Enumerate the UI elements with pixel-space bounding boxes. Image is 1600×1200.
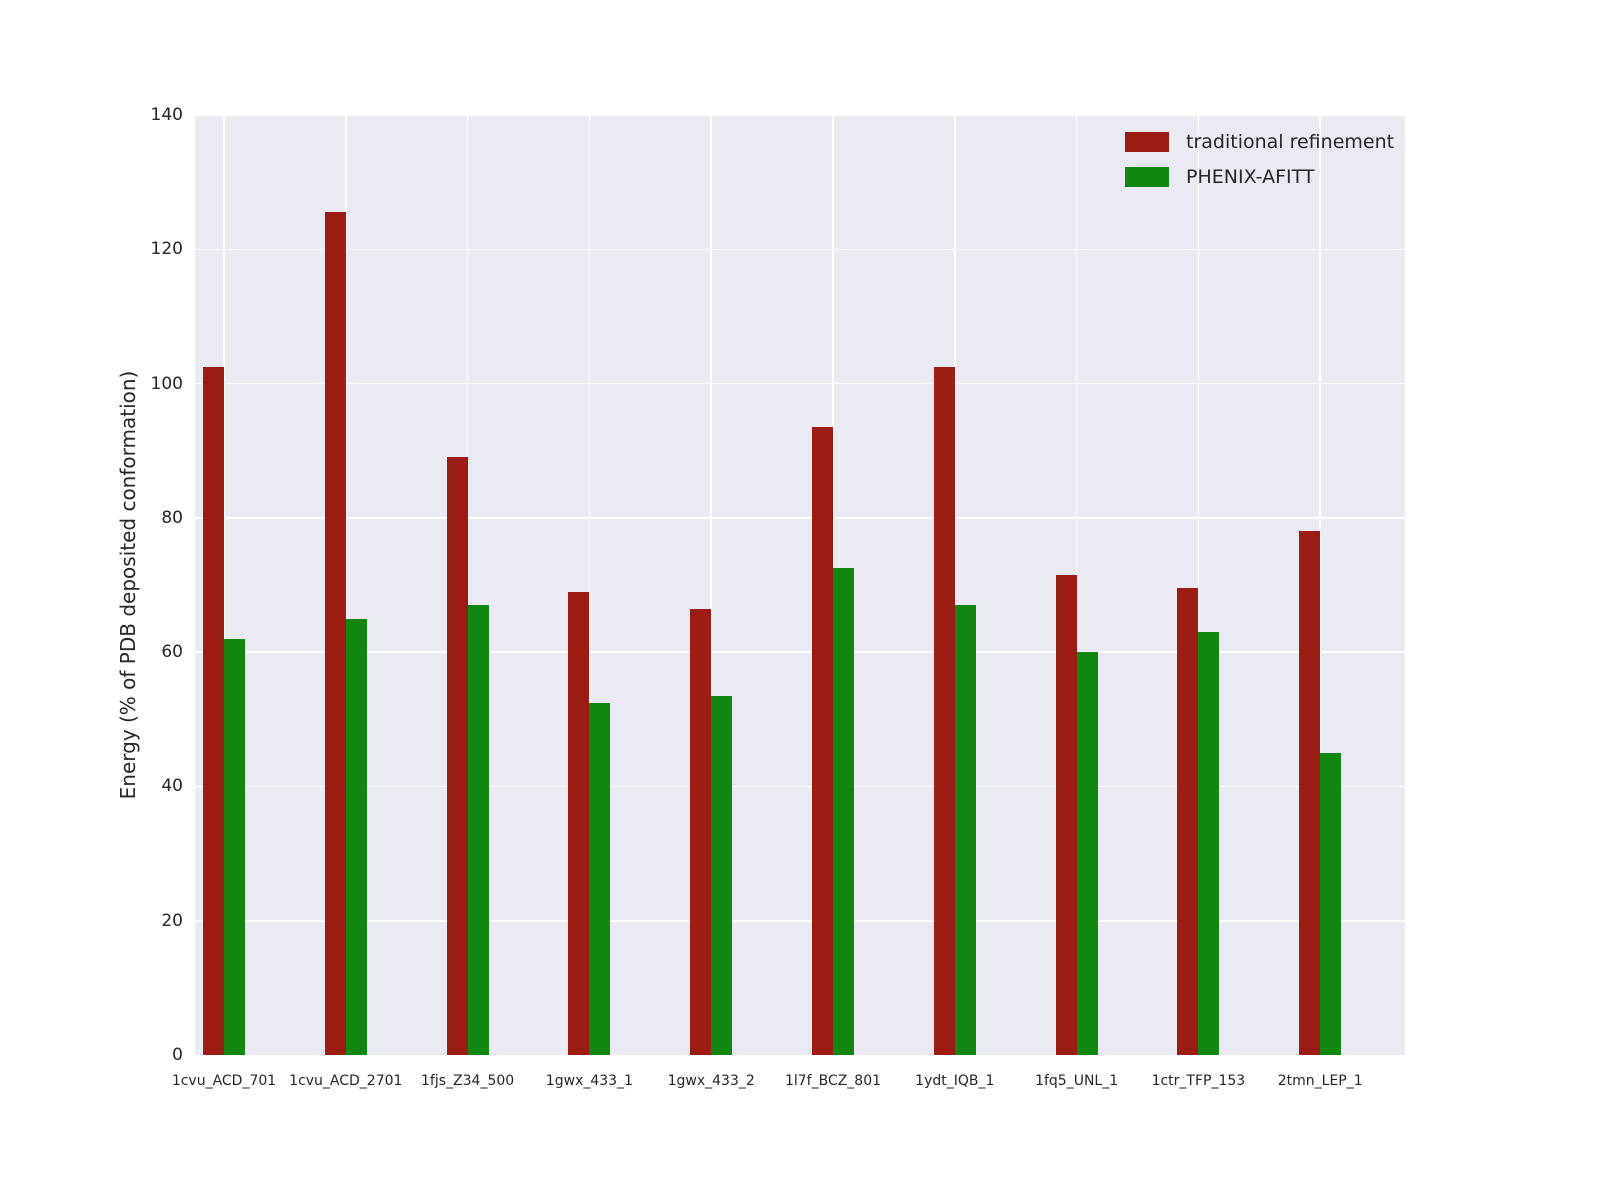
x-tick-label: 1gwx_433_2 [667, 1073, 755, 1089]
bar-phenix-afitt [833, 568, 854, 1055]
legend-label-phenix-afitt: PHENIX-AFITT [1186, 166, 1315, 188]
bar-traditional-refinement [1177, 588, 1199, 1055]
gridline-vertical [1319, 115, 1321, 1055]
bar-phenix-afitt [711, 695, 733, 1055]
legend-swatch-traditional-refinement [1125, 132, 1169, 152]
y-tick-label: 140 [150, 105, 183, 125]
bar-phenix-afitt [589, 702, 611, 1055]
legend-label-traditional-refinement: traditional refinement [1186, 131, 1395, 153]
x-tick-label: 1fjs_Z34_500 [421, 1073, 515, 1089]
x-tick-label: 1fq5_UNL_1 [1035, 1073, 1119, 1089]
gridline-horizontal [195, 785, 1405, 788]
gridline-vertical [466, 115, 469, 1055]
bar-traditional-refinement [812, 427, 833, 1055]
gridline-vertical [345, 115, 347, 1055]
bar-phenix-afitt [467, 605, 489, 1055]
legend-item-phenix-afitt: PHENIX-AFITT [1125, 166, 1394, 188]
bar-traditional-refinement [1055, 574, 1077, 1055]
bar-traditional-refinement [1299, 531, 1321, 1055]
y-tick-label: 40 [161, 776, 183, 797]
bar-traditional-refinement [446, 457, 468, 1055]
bar-phenix-afitt [1198, 632, 1220, 1055]
x-tick-label: 1l7f_BCZ_801 [784, 1073, 882, 1089]
y-tick-label: 60 [161, 642, 183, 663]
bar-traditional-refinement [203, 366, 224, 1055]
bar-phenix-afitt [224, 638, 245, 1055]
gridline-horizontal [195, 919, 1405, 922]
bar-traditional-refinement [568, 591, 590, 1055]
bar-phenix-afitt [954, 605, 976, 1055]
y-tick-label: 20 [161, 910, 183, 931]
bar-phenix-afitt [1320, 752, 1342, 1055]
y-tick-label: 120 [150, 239, 183, 260]
gridline-vertical [1075, 115, 1078, 1055]
bar-phenix-afitt [1076, 652, 1098, 1055]
gridline-vertical [954, 115, 956, 1055]
gridline-horizontal [195, 114, 1405, 116]
gridline-horizontal [195, 248, 1405, 251]
legend-swatch-phenix-afitt [1125, 167, 1169, 187]
gridline-horizontal [195, 517, 1405, 519]
gridline-horizontal [195, 382, 1405, 385]
y-tick-label: 100 [150, 373, 183, 394]
x-tick-label: 1cvu_ACD_701 [171, 1073, 277, 1089]
x-tick-label: 2tmn_LEP_1 [1277, 1073, 1363, 1089]
legend-item-traditional-refinement: traditional refinement [1125, 131, 1394, 153]
gridline-vertical [710, 115, 712, 1055]
x-tick-label: 1gwx_433_1 [545, 1073, 633, 1089]
y-tick-label: 0 [172, 1045, 183, 1065]
gridline-vertical [588, 115, 591, 1055]
y-tick-label: 80 [161, 507, 183, 528]
gridline-vertical [1197, 115, 1200, 1055]
x-tick-label: 1ctr_TFP_153 [1151, 1073, 1246, 1089]
y-axis-label: Energy (% of PDB deposited conformation) [116, 370, 140, 800]
plot-area: traditional refinement PHENIX-AFITT [195, 114, 1405, 1055]
bar-traditional-refinement [324, 212, 346, 1055]
x-tick-label: 1cvu_ACD_2701 [289, 1073, 403, 1089]
x-tick-label: 1ydt_IQB_1 [915, 1073, 995, 1089]
bar-traditional-refinement [933, 366, 955, 1055]
bar-traditional-refinement [690, 608, 712, 1055]
bar-phenix-afitt [345, 618, 367, 1055]
legend: traditional refinement PHENIX-AFITT [1125, 131, 1394, 188]
gridline-horizontal [195, 651, 1405, 653]
